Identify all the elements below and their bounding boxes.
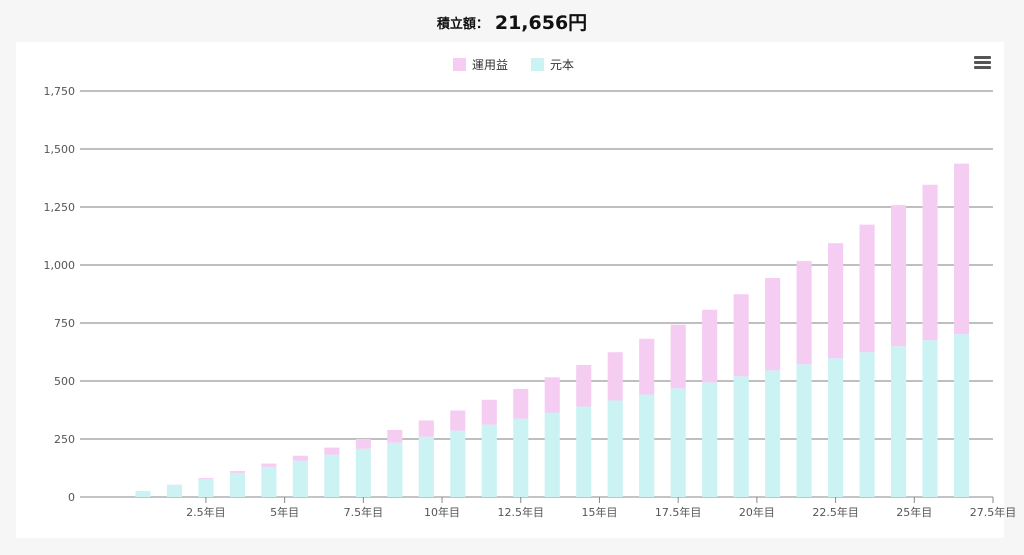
- bar-profit: [890, 205, 907, 347]
- x-tick-label: 20年目: [739, 505, 775, 519]
- bar-principal: [261, 466, 277, 497]
- y-tick-label: 750: [54, 317, 75, 330]
- x-tick-label: 12.5年目: [498, 505, 545, 519]
- y-tick-label: 1,500: [44, 143, 76, 156]
- legend-item-profit-swatch: [453, 58, 466, 71]
- bar-principal: [450, 430, 466, 497]
- x-tick-label: 7.5年目: [344, 505, 384, 519]
- bar-principal: [292, 460, 308, 497]
- x-tick-label: 22.5年目: [812, 505, 859, 519]
- bar-principal: [796, 364, 812, 497]
- bar-principal: [890, 346, 907, 497]
- bar-profit: [765, 277, 781, 371]
- bar-principal: [166, 484, 183, 497]
- bar-principal: [544, 412, 560, 497]
- bar-profit: [229, 471, 245, 473]
- y-tick-label: 1,250: [44, 201, 76, 214]
- y-tick-label: 0: [68, 491, 75, 504]
- bar-profit: [355, 439, 371, 449]
- bar-profit: [418, 420, 434, 437]
- bar-principal: [481, 424, 497, 497]
- legend-item-principal-swatch: [531, 58, 544, 71]
- y-tick-label: 250: [54, 433, 75, 446]
- x-tick-label: 15年目: [581, 505, 617, 519]
- bar-profit: [670, 324, 686, 389]
- bar-profit: [387, 429, 403, 443]
- total-label: 積立額：: [436, 17, 489, 32]
- x-tick-label: 17.5年目: [655, 505, 702, 519]
- legend-item-principal-label: 元本: [550, 58, 574, 72]
- y-tick-label: 1,000: [44, 259, 76, 272]
- bar-principal: [639, 394, 655, 497]
- y-tick-label: 500: [54, 375, 75, 388]
- bar-principal: [765, 370, 781, 497]
- bar-profit: [733, 294, 749, 377]
- bar-principal: [229, 472, 245, 497]
- bar-principal: [513, 418, 529, 497]
- summary-header: 積立額： 21,656円: [0, 0, 1024, 42]
- bar-principal: [418, 436, 434, 497]
- bar-profit: [292, 455, 308, 461]
- bar-profit: [859, 224, 875, 353]
- total-value: 21,656円: [494, 11, 588, 34]
- bar-profit: [544, 377, 560, 413]
- bar-profit: [324, 447, 340, 455]
- bar-principal: [733, 376, 749, 497]
- x-tick-label: 10年目: [424, 505, 460, 519]
- bar-principal: [324, 454, 340, 497]
- bar-profit: [953, 163, 970, 335]
- x-tick-label: 25年目: [896, 505, 932, 519]
- bar-principal: [859, 352, 875, 497]
- bar-principal: [355, 448, 371, 497]
- bar-profit: [450, 410, 466, 431]
- bar-principal: [922, 340, 938, 497]
- bar-profit: [639, 338, 655, 395]
- bar-profit: [198, 477, 214, 479]
- legend-item-profit-label: 運用益: [472, 58, 508, 72]
- bar-principal: [670, 388, 686, 497]
- x-tick-label: 27.5年目: [970, 505, 1017, 519]
- bar-profit: [922, 184, 938, 341]
- bar-profit: [702, 309, 718, 383]
- y-tick-label: 1,750: [44, 85, 76, 98]
- hamburger-menu-icon[interactable]: [974, 56, 991, 70]
- bar-profit: [828, 243, 844, 359]
- bar-principal: [953, 334, 970, 497]
- bar-profit: [607, 352, 623, 401]
- x-tick-label: 2.5年目: [186, 505, 226, 519]
- bar-principal: [198, 478, 214, 497]
- bar-principal: [828, 358, 844, 497]
- bar-principal: [576, 406, 592, 497]
- bar-principal: [702, 382, 718, 497]
- bar-principal: [387, 442, 403, 497]
- bar-profit: [576, 364, 592, 407]
- bar-profit: [796, 261, 812, 365]
- x-tick-label: 5年目: [270, 505, 299, 519]
- bar-principal: [135, 490, 151, 497]
- bar-profit: [261, 463, 277, 467]
- bar-profit: [481, 399, 497, 425]
- bar-principal: [607, 400, 623, 497]
- bar-profit: [513, 388, 529, 419]
